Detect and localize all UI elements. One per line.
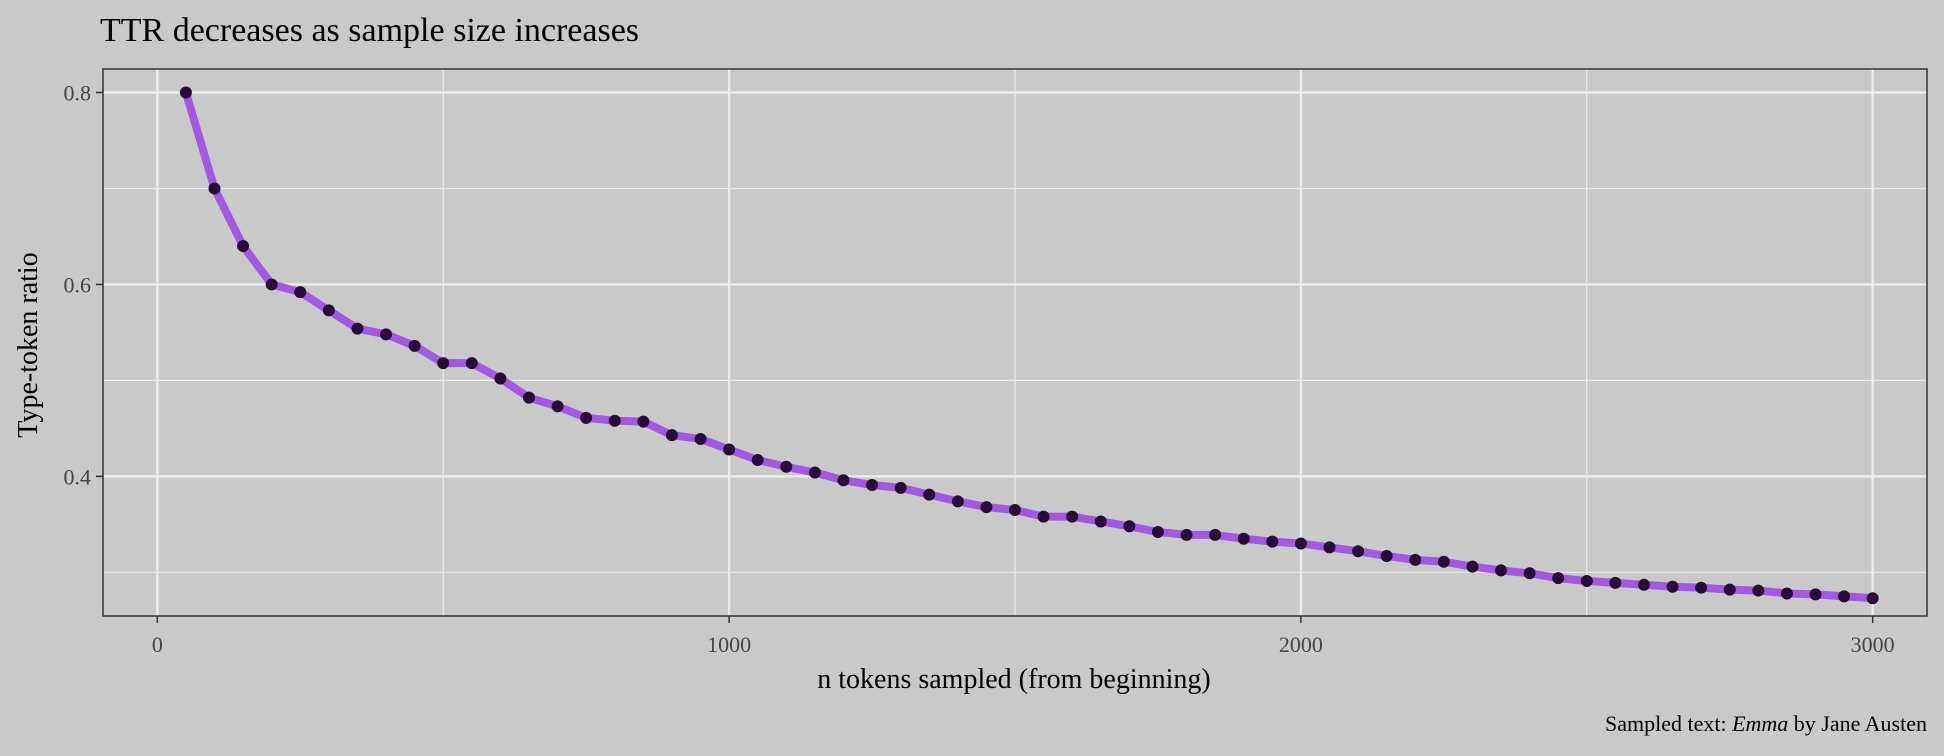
data-point xyxy=(1123,520,1136,533)
data-point xyxy=(551,400,564,413)
data-point xyxy=(808,466,821,479)
data-point xyxy=(637,415,650,428)
data-point xyxy=(351,322,364,335)
grid xyxy=(103,69,1927,616)
data-point xyxy=(923,488,936,501)
data-point xyxy=(1695,581,1708,594)
y-tick-label: 0.8 xyxy=(64,81,92,106)
data-point xyxy=(208,182,221,195)
data-point xyxy=(1637,578,1650,591)
data-point xyxy=(1266,535,1279,548)
x-axis-title: n tokens sampled (from beginning) xyxy=(817,664,1210,695)
data-point xyxy=(1809,588,1822,601)
data-point xyxy=(608,414,621,427)
data-point xyxy=(1723,583,1736,596)
data-point xyxy=(1009,503,1021,516)
data-point xyxy=(408,339,421,352)
caption: Sampled text: Emma by Jane Austen xyxy=(1605,711,1927,736)
data-point xyxy=(1609,576,1622,589)
data-point xyxy=(1151,526,1164,539)
data-point xyxy=(294,286,307,299)
data-point xyxy=(1780,587,1793,600)
data-point xyxy=(1752,584,1765,597)
data-point xyxy=(1094,515,1107,528)
data-point xyxy=(837,474,850,487)
y-tick-label: 0.6 xyxy=(64,272,92,297)
axis-ticks: 0 1000 2000 3000 0.4 0.6 0.8 xyxy=(64,81,1895,657)
data-point xyxy=(1552,572,1565,585)
data-point xyxy=(1466,560,1479,573)
data-point xyxy=(694,432,707,445)
data-point xyxy=(1580,574,1593,587)
data-point xyxy=(522,391,535,404)
data-point xyxy=(265,278,278,291)
data-point xyxy=(1323,541,1336,554)
data-point xyxy=(1838,590,1851,603)
caption-suffix: by Jane Austen xyxy=(1788,711,1927,736)
data-point xyxy=(322,304,335,317)
data-point xyxy=(1866,592,1879,605)
data-point xyxy=(1409,553,1422,566)
data-point xyxy=(437,357,450,370)
data-point xyxy=(465,357,478,370)
caption-prefix: Sampled text: xyxy=(1605,711,1732,736)
data-point xyxy=(1209,528,1222,541)
data-point xyxy=(237,240,250,253)
data-point xyxy=(1180,528,1193,541)
data-points xyxy=(179,86,1879,605)
data-point xyxy=(580,411,593,424)
x-tick-label: 0 xyxy=(152,632,163,657)
data-point xyxy=(1352,545,1365,558)
data-point xyxy=(980,501,993,514)
y-axis-title: Type-token ratio xyxy=(13,252,44,437)
data-point xyxy=(723,443,736,456)
data-point xyxy=(751,454,764,467)
chart-title: TTR decreases as sample size increases xyxy=(100,12,639,49)
plot-frame xyxy=(102,68,1928,617)
data-point xyxy=(179,86,192,99)
caption-work-title: Emma xyxy=(1731,711,1788,736)
data-point xyxy=(951,495,964,508)
data-point xyxy=(494,372,507,385)
x-tick-label: 1000 xyxy=(707,632,751,657)
y-tick-label: 0.4 xyxy=(64,464,92,489)
data-point xyxy=(1380,550,1393,563)
data-point xyxy=(1066,510,1079,523)
data-point xyxy=(866,479,879,492)
data-point xyxy=(780,460,793,473)
x-tick-label: 3000 xyxy=(1851,632,1895,657)
data-point xyxy=(1666,580,1679,593)
data-point xyxy=(1495,564,1508,577)
data-point xyxy=(380,328,393,341)
x-tick-label: 2000 xyxy=(1279,632,1323,657)
data-point xyxy=(1437,555,1450,568)
data-point xyxy=(665,429,678,442)
data-point xyxy=(1237,532,1250,545)
data-point xyxy=(894,481,907,494)
data-point xyxy=(1294,537,1307,550)
data-point xyxy=(1037,510,1050,523)
data-point xyxy=(1523,567,1536,580)
